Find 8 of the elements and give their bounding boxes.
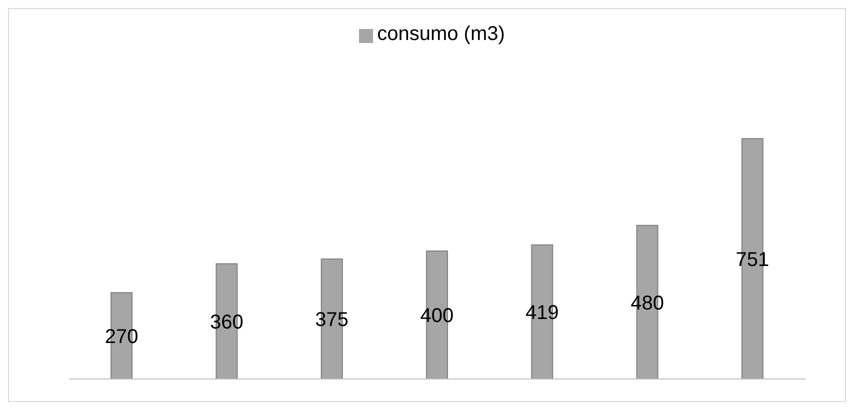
data-label: 480 — [630, 292, 664, 314]
data-label: 400 — [420, 305, 454, 328]
data-label: 419 — [525, 302, 559, 324]
data-label: 751 — [736, 248, 770, 271]
data-label: 375 — [315, 309, 349, 332]
data-label: 270 — [104, 326, 138, 348]
data-label: 360 — [210, 312, 244, 334]
legend-label: consumo (m3) — [377, 23, 505, 45]
